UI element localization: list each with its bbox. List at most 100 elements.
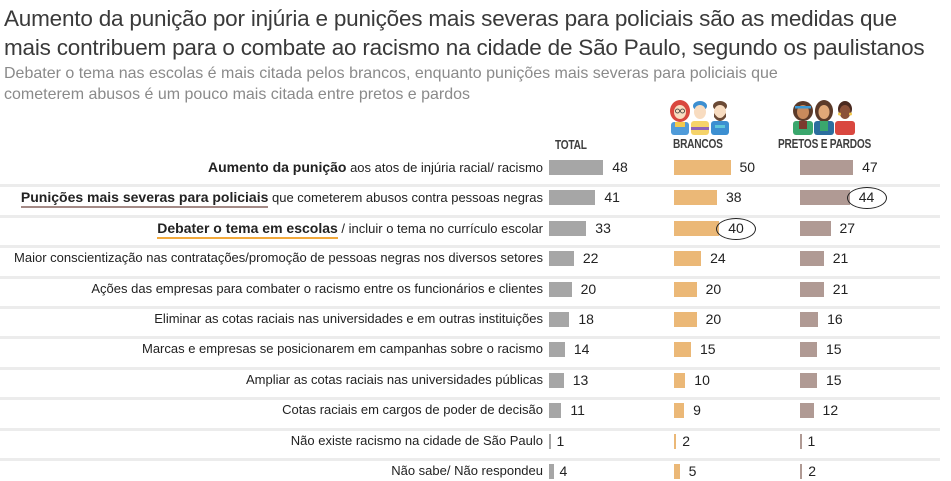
row-separator <box>0 366 940 370</box>
value-label-total: 14 <box>573 341 590 358</box>
value-label-total: 33 <box>595 219 611 236</box>
highlight-circle <box>846 187 887 210</box>
value-label-brancos: 9 <box>693 402 701 419</box>
bar-brancos <box>674 312 697 327</box>
chart-title: Aumento da punição por injúria e puniçõe… <box>4 6 925 60</box>
value-label-total: 48 <box>612 159 628 175</box>
value-label-pretos_pardos: 12 <box>822 402 839 419</box>
highlight-circle <box>716 217 757 240</box>
category-label: Ações das empresas para combater o racis… <box>91 281 543 296</box>
chart-subtitle: Debater o tema nas escolas é mais citada… <box>4 65 778 103</box>
value-label-pretos_pardos: 1 <box>807 432 816 449</box>
row-separator <box>0 275 940 279</box>
category-label-emphasis: Punições mais severas para policiais <box>20 189 269 209</box>
bar-pretos_pardos <box>800 160 854 175</box>
value-label-total: 11 <box>570 402 585 419</box>
bar-pretos_pardos <box>800 403 814 419</box>
value-label-total: 13 <box>572 371 589 388</box>
value-label-brancos: 20 <box>705 311 722 327</box>
bar-pretos_pardos <box>800 464 803 479</box>
bar-pretos_pardos <box>800 372 817 388</box>
category-label-text: Eliminar as cotas raciais nas universida… <box>154 311 543 326</box>
category-label-text: Ações das empresas para combater o racis… <box>91 280 543 296</box>
bar-total <box>549 220 587 236</box>
value-label-brancos: 24 <box>710 250 726 267</box>
bar-brancos <box>674 190 717 206</box>
column-header-brancos: BRANCOS <box>673 136 723 151</box>
category-label-emphasis: Aumento da punição <box>208 159 347 175</box>
bar-pretos_pardos <box>800 342 817 358</box>
value-label-brancos: 15 <box>699 341 716 358</box>
value-label-pretos_pardos: 47 <box>862 159 878 175</box>
category-label: Não sabe/ Não respondeu <box>391 463 543 478</box>
row-separator <box>0 306 940 309</box>
category-label-text: Ampliar as cotas raciais nas universidad… <box>246 371 543 387</box>
bar-brancos <box>674 220 720 236</box>
category-label: Punições mais severas para policiais que… <box>20 189 543 209</box>
bar-brancos <box>674 281 697 297</box>
category-label-text: Não existe racismo na cidade de São Paul… <box>290 432 543 448</box>
bar-brancos <box>674 342 691 358</box>
value-label-total: 41 <box>604 189 620 206</box>
value-label-brancos: 50 <box>739 159 756 175</box>
value-label-total: 4 <box>559 463 568 479</box>
group-of-white-people-icon <box>668 97 732 140</box>
value-label-total: 18 <box>578 311 594 327</box>
category-label-text: que cometerem abusos contra pessoas negr… <box>268 190 543 206</box>
bar-brancos <box>674 433 677 449</box>
bar-total <box>549 160 604 175</box>
value-label-brancos: 5 <box>688 463 697 479</box>
row-separator <box>0 336 940 340</box>
row-separator <box>0 184 940 188</box>
group-of-black-and-brown-people-icon <box>790 97 858 140</box>
bar-brancos <box>674 160 731 175</box>
bar-total <box>549 464 554 479</box>
value-label-total: 20 <box>580 280 597 297</box>
row-separator <box>0 245 940 249</box>
bar-pretos_pardos <box>800 251 824 267</box>
value-label-pretos_pardos: 15 <box>825 341 842 358</box>
value-label-brancos: 38 <box>725 189 742 206</box>
value-label-total: 22 <box>582 250 599 267</box>
category-label: Marcas e empresas se posicionarem em cam… <box>142 341 543 356</box>
row-separator <box>0 458 940 461</box>
bar-pretos_pardos <box>800 190 850 206</box>
bar-pretos_pardos <box>800 281 824 297</box>
category-label: Maior conscientização nas contratações/p… <box>14 250 543 265</box>
category-label: Não existe racismo na cidade de São Paul… <box>291 433 543 448</box>
value-label-pretos_pardos: 27 <box>839 219 856 236</box>
row-separator <box>0 397 940 401</box>
bar-pretos_pardos <box>800 433 802 449</box>
value-label-pretos_pardos: 2 <box>808 463 817 479</box>
bar-brancos <box>674 464 680 479</box>
bar-brancos <box>674 372 686 388</box>
value-label-brancos: 10 <box>694 371 710 388</box>
category-label-text: / incluir o tema no currículo escolar <box>337 220 543 236</box>
bar-total <box>549 312 570 327</box>
value-label-pretos_pardos: 21 <box>832 250 849 267</box>
category-label: Debater o tema em escolas / incluir o te… <box>157 219 543 239</box>
category-label-text: Marcas e empresas se posicionarem em cam… <box>141 341 543 357</box>
category-label: Ampliar as cotas raciais nas universidad… <box>246 372 543 387</box>
bar-total <box>549 342 565 358</box>
value-label-brancos: 2 <box>682 432 691 449</box>
row-separator <box>0 214 940 218</box>
category-label-emphasis: Debater o tema em escolas <box>157 219 338 239</box>
bar-brancos <box>674 251 702 267</box>
category-label-text: aos atos de injúria racial/ racismo <box>346 160 543 175</box>
bar-pretos_pardos <box>800 312 819 327</box>
value-label-pretos_pardos: 15 <box>825 371 842 388</box>
bar-total <box>549 281 572 297</box>
category-label-text: Cotas raciais em cargos de poder de deci… <box>282 402 543 418</box>
bar-total <box>549 372 564 388</box>
value-label-pretos_pardos: 21 <box>832 280 849 297</box>
value-label-brancos: 20 <box>705 280 722 297</box>
category-label: Cotas raciais em cargos de poder de deci… <box>282 402 543 417</box>
column-header-pretos-e-pardos: PRETOS E PARDOS <box>778 136 872 151</box>
value-label-pretos_pardos: 16 <box>827 311 843 327</box>
value-label-total: 1 <box>556 432 565 449</box>
bar-total <box>549 403 562 419</box>
column-header-total: TOTAL <box>555 137 587 152</box>
bar-total <box>549 433 551 449</box>
bar-total <box>549 251 574 267</box>
